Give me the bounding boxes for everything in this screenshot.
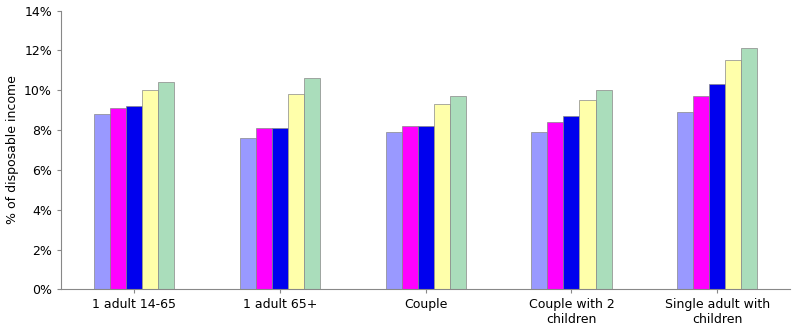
Bar — [272, 128, 288, 290]
Bar — [94, 114, 110, 290]
Bar — [288, 94, 304, 290]
Bar — [158, 82, 174, 290]
Bar — [127, 106, 142, 290]
Bar — [110, 108, 127, 290]
Bar — [256, 128, 272, 290]
Bar — [304, 78, 320, 290]
Bar — [240, 138, 256, 290]
Bar — [564, 116, 579, 290]
Bar — [725, 60, 741, 290]
Bar — [450, 96, 466, 290]
Bar — [548, 122, 564, 290]
Bar — [579, 100, 595, 290]
Bar — [595, 90, 611, 290]
Bar — [385, 132, 402, 290]
Bar — [709, 84, 725, 290]
Bar — [418, 126, 434, 290]
Bar — [677, 112, 693, 290]
Bar — [142, 90, 158, 290]
Bar — [532, 132, 548, 290]
Bar — [741, 48, 757, 290]
Y-axis label: % of disposable income: % of disposable income — [6, 76, 18, 224]
Bar — [434, 104, 450, 290]
Bar — [693, 96, 709, 290]
Bar — [402, 126, 418, 290]
